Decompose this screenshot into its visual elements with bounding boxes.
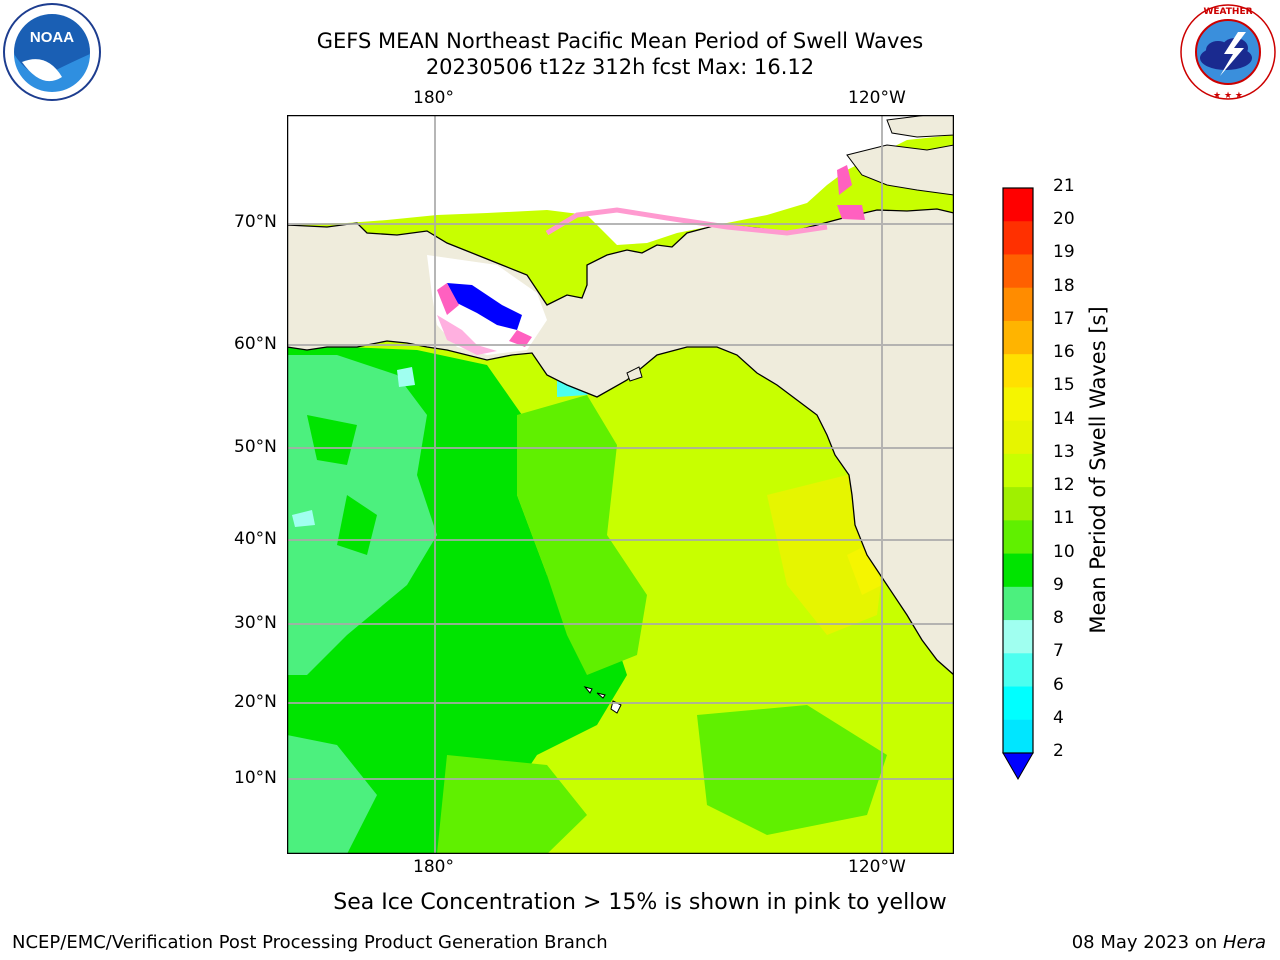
colorbar-tick-label: 17	[1053, 308, 1075, 329]
colorbar-tick-label: 4	[1053, 707, 1064, 728]
colorbar-band	[1003, 287, 1033, 322]
colorbar-tick-label: 16	[1053, 342, 1075, 363]
colorbar-band	[1003, 387, 1033, 422]
lon-label-top-180: 180°	[413, 88, 454, 108]
nws-logo: WEATHER ★ ★ ★	[1180, 4, 1276, 101]
colorbar-tick-label: 6	[1053, 674, 1064, 695]
colorbar-tick-label: 11	[1053, 508, 1075, 529]
colorbar-band	[1003, 719, 1033, 754]
colorbar-tick-label: 19	[1053, 242, 1075, 263]
chart-title: GEFS MEAN Northeast Pacific Mean Period …	[316, 29, 924, 53]
colorbar-band	[1003, 620, 1033, 654]
lat-label-50n: 50°N	[234, 437, 277, 457]
svg-text:WEATHER: WEATHER	[1203, 7, 1252, 17]
map-frame	[287, 115, 954, 854]
colorbar-tick-label: 9	[1053, 574, 1064, 595]
colorbar-tick-label: 2	[1053, 741, 1064, 761]
noaa-logo-text: NOAA	[30, 29, 74, 46]
lon-label-top-120w: 120°W	[848, 88, 906, 108]
colorbar-tick-label: 10	[1053, 541, 1075, 562]
arctic-ocean	[287, 115, 954, 245]
colorbar-tick-label: 13	[1053, 441, 1075, 462]
lat-label-40n: 40°N	[234, 529, 277, 549]
footer-credit: NCEP/EMC/Verification Post Processing Pr…	[12, 932, 608, 953]
colorbar-band	[1003, 254, 1033, 289]
colorbar-tick-label: 20	[1053, 209, 1075, 230]
colorbar	[1002, 187, 1034, 781]
colorbar-band	[1003, 520, 1033, 555]
lat-label-10n: 10°N	[234, 768, 277, 788]
swell-period-map	[287, 115, 954, 854]
colorbar-band	[1003, 188, 1033, 222]
colorbar-tick-label: 14	[1053, 408, 1075, 429]
lon-label-bottom-180: 180°	[413, 857, 454, 877]
colorbar-band	[1003, 420, 1033, 455]
colorbar-band	[1003, 586, 1033, 621]
map-gridlines	[287, 115, 954, 854]
colorbar-band	[1003, 221, 1033, 255]
period-region-12s	[517, 395, 647, 675]
sea-ice-high	[447, 283, 522, 330]
lat-label-60n: 60°N	[234, 334, 277, 354]
sea-ice-arctic-fringe	[545, 207, 828, 236]
colorbar-band	[1003, 686, 1033, 721]
noaa-logo: NOAA	[3, 3, 101, 101]
lat-label-30n: 30°N	[234, 613, 277, 633]
colorbar-band	[1003, 354, 1033, 388]
colorbar-band	[1003, 320, 1033, 355]
lat-label-20n: 20°N	[234, 692, 277, 712]
colorbar-tick-label: 12	[1053, 475, 1075, 496]
colorbar-band	[1003, 453, 1033, 488]
lon-label-bottom-120w: 120°W	[848, 857, 906, 877]
colorbar-tick-label: 7	[1053, 641, 1064, 662]
colorbar-label: Mean Period of Swell Waves [s]	[1086, 306, 1110, 634]
sea-ice-medium	[437, 283, 532, 347]
colorbar-band	[1003, 553, 1033, 588]
colorbar-tick-label: 18	[1053, 275, 1075, 296]
footer-machine: Hera	[1222, 932, 1266, 953]
sea-ice-caption: Sea Ice Concentration > 15% is shown in …	[333, 890, 947, 915]
lat-label-70n: 70°N	[234, 212, 277, 232]
footer-date-text: 08 May 2023 on	[1071, 932, 1223, 953]
colorbar-tick-label: 8	[1053, 608, 1064, 629]
footer-date: 08 May 2023 on Hera	[1072, 932, 1266, 953]
colorbar-tick-label: 21	[1053, 176, 1075, 196]
colorbar-band	[1003, 487, 1033, 521]
colorbar-band	[1003, 653, 1033, 688]
colorbar-extend-arrow	[1002, 752, 1034, 781]
chart-subtitle: 20230506 t12z 312h fcst Max: 16.12	[425, 55, 815, 79]
colorbar-tick-label: 15	[1053, 375, 1075, 396]
svg-text:★ ★ ★: ★ ★ ★	[1213, 91, 1243, 101]
